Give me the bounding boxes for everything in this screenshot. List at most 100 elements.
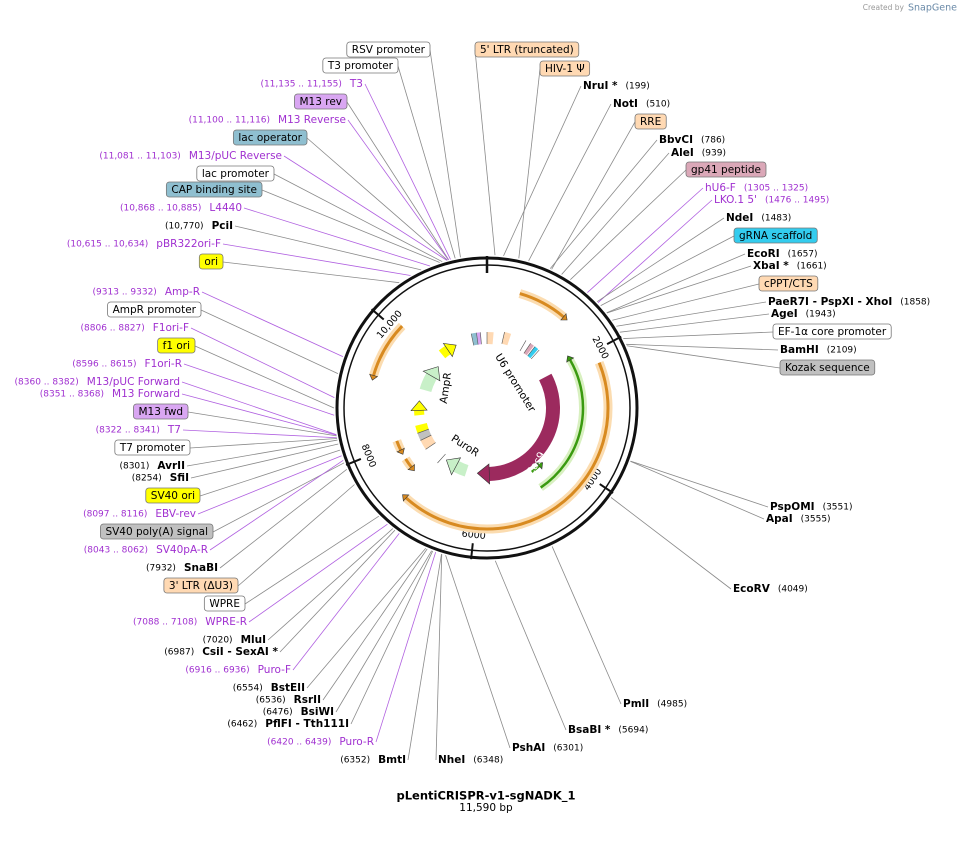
scale-tick — [606, 335, 622, 346]
leader-line — [292, 533, 400, 671]
feature-box — [203, 595, 246, 612]
feature-box — [133, 403, 189, 420]
feature-block — [420, 435, 436, 450]
feature-box — [758, 275, 819, 292]
feature-box — [145, 487, 201, 504]
feature-block-edge — [420, 434, 432, 441]
position-label: (6301) — [553, 744, 583, 754]
feature-box — [346, 41, 431, 58]
site-label: BamHI — [780, 344, 819, 356]
scale-label: 8000 — [359, 443, 378, 470]
feature-box — [634, 113, 667, 130]
feature-arc — [519, 292, 565, 318]
leader-line — [350, 550, 434, 725]
feature-block-edge — [480, 332, 482, 345]
leader-line — [261, 189, 440, 263]
site-label: BstEII — [271, 682, 305, 694]
position-label: (6987) — [164, 648, 194, 658]
position-label: (6352) — [340, 756, 370, 766]
site-label: BsiWI — [301, 706, 334, 718]
position-label: (10,615 .. 10,634) — [67, 240, 148, 250]
feature-arrowhead — [396, 447, 405, 455]
position-label: (1305 .. 1325) — [744, 184, 808, 194]
position-label: (1476 .. 1495) — [765, 196, 829, 206]
leader-line — [597, 199, 713, 303]
leader-line — [435, 554, 443, 761]
leader-line — [619, 313, 770, 333]
site-label: EcoRV — [733, 583, 771, 595]
feature-arrowhead — [410, 400, 428, 411]
leader-line — [199, 449, 341, 497]
leader-line — [243, 207, 431, 267]
position-label: (3551) — [823, 503, 853, 513]
position-label: (6348) — [473, 756, 503, 766]
leader-line — [596, 217, 725, 303]
leader-line — [306, 137, 448, 261]
feature-block-edge — [527, 346, 536, 357]
feature-label: HIV-1 Ψ — [545, 63, 585, 75]
leader-line — [407, 554, 442, 761]
feature-label: 5' LTR (truncated) — [480, 44, 574, 56]
leader-line — [429, 49, 461, 258]
feature-box — [685, 161, 767, 178]
leader-line — [182, 429, 337, 439]
feature-label: WPRE — [209, 598, 240, 610]
leader-line — [626, 345, 781, 369]
position-label: (1657) — [788, 250, 818, 260]
primer-label: pBR322ori-F — [156, 238, 221, 250]
site-label: AgeI — [771, 308, 798, 320]
leader-line — [187, 411, 337, 437]
feature-label: lac promoter — [202, 168, 270, 180]
feature-label: SV40 ori — [151, 490, 195, 502]
inner-label: AmpR — [438, 372, 454, 405]
site-label: NheI — [438, 754, 465, 766]
position-label: (1661) — [797, 262, 827, 272]
feature-block — [417, 429, 432, 441]
position-label: (5694) — [618, 726, 648, 736]
feature-label: cPPT/CTS — [764, 278, 813, 290]
position-label: (6916 .. 6936) — [185, 666, 249, 676]
leader-line — [346, 101, 450, 261]
primer-label: Puro-R — [339, 736, 374, 748]
feature-label: SV40 poly(A) signal — [105, 526, 208, 538]
feature-box — [114, 439, 191, 456]
position-label: (8254) — [132, 474, 162, 484]
leader-line — [197, 455, 342, 515]
leader-line — [279, 529, 396, 653]
feature-block-edge — [501, 331, 505, 344]
feature-label: gp41 peptide — [691, 164, 761, 176]
feature-arrowhead — [442, 342, 457, 358]
leader-line — [322, 548, 428, 701]
scale-tick — [345, 458, 362, 466]
leader-line — [306, 547, 427, 689]
feature-arc — [539, 359, 585, 489]
leader-line — [606, 253, 746, 314]
leader-lines — [181, 49, 781, 761]
site-label: BbvCI — [659, 134, 693, 146]
primer-label: LKO.1 5' — [714, 194, 757, 206]
position-label: (6554) — [233, 684, 263, 694]
scale-tick — [470, 543, 474, 560]
feature-block — [501, 331, 512, 346]
feature-label: gRNA scaffold — [739, 230, 812, 242]
leader-line — [630, 460, 765, 520]
position-label: (8351 .. 8368) — [40, 390, 104, 400]
leader-line — [181, 381, 337, 435]
position-label: (1858) — [900, 298, 930, 308]
site-label: PflFI - Tth111I — [265, 718, 349, 730]
position-label: (8806 .. 8827) — [81, 324, 145, 334]
feature-box — [107, 301, 202, 318]
position-label: (6536) — [256, 696, 286, 706]
leader-line — [190, 327, 335, 398]
feature-label: f1 ori — [163, 340, 190, 352]
leader-line — [612, 283, 760, 321]
primer-label: hU6-F — [705, 182, 736, 194]
feature-block — [427, 444, 446, 463]
cas9-band — [488, 373, 560, 481]
feature-block-edge — [437, 453, 446, 464]
primer-label: F1ori-F — [153, 322, 189, 334]
inner-label: PuroR — [449, 433, 481, 460]
feature-box — [322, 57, 399, 74]
leader-line — [183, 363, 335, 416]
position-label: (6476) — [263, 708, 293, 718]
